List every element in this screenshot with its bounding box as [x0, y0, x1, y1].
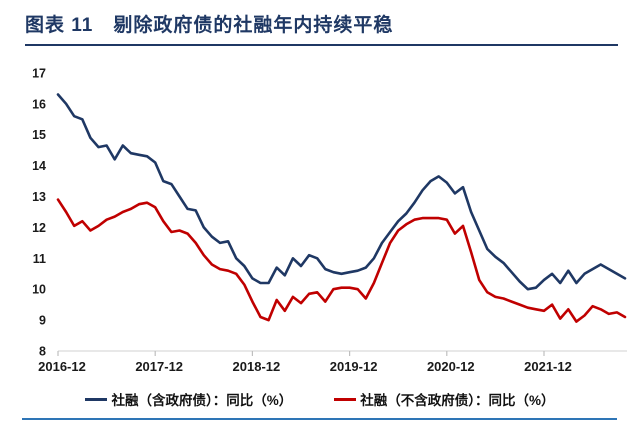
title-underline	[25, 44, 618, 46]
x-axis-tick-label: 2021-12	[524, 359, 572, 374]
y-axis-tick-label: 8	[39, 345, 46, 359]
x-axis-tick-label: 2017-12	[135, 359, 183, 374]
x-axis-tick-label: 2018-12	[233, 359, 281, 374]
legend-label-sf-excl-gov: 社融（不含政府债）：同比（%）	[360, 393, 555, 408]
series-line-sf-excl-gov	[56, 198, 627, 323]
y-axis-tick-label: 12	[32, 221, 46, 235]
x-axis-tick-label: 2016-12	[38, 359, 86, 374]
x-axis-tick-label: 2019-12	[330, 359, 378, 374]
legend-label-sf-incl-gov: 社融（含政府债）：同比（%）	[111, 393, 293, 408]
chart-legend: 社融（含政府债）：同比（%） 社融（不含政府债）：同比（%）	[0, 387, 640, 411]
y-axis-tick-label: 10	[32, 283, 46, 297]
page-title: 图表 11 剔除政府债的社融年内持续平稳	[25, 15, 394, 36]
y-axis-tick-label: 11	[33, 252, 46, 266]
legend-dash-red-icon	[334, 397, 357, 401]
y-axis-tick-label: 16	[32, 97, 46, 111]
y-axis-tick-label: 15	[32, 128, 46, 142]
series-line-sf-incl-gov	[56, 93, 627, 291]
panel-bottom-border	[22, 418, 617, 420]
legend-item-sf-incl-gov: 社融（含政府债）：同比（%）	[85, 389, 292, 409]
y-axis-tick-label: 9	[39, 314, 46, 328]
y-axis-tick-label: 13	[32, 190, 46, 204]
legend-item-sf-excl-gov: 社融（不含政府债）：同比（%）	[334, 389, 555, 409]
x-axis-tick-label: 2020-12	[427, 359, 475, 374]
y-axis-tick-label: 17	[32, 66, 46, 80]
y-axis-tick-label: 14	[32, 159, 46, 173]
legend-dash-blue-icon	[85, 397, 108, 401]
